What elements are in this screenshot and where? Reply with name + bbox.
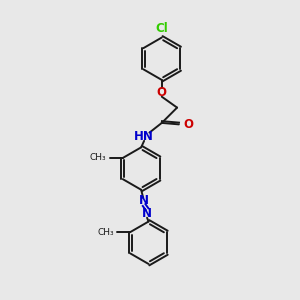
Text: O: O [157, 86, 167, 99]
Text: N: N [139, 194, 149, 207]
Text: O: O [183, 118, 193, 131]
Text: HN: HN [134, 130, 154, 143]
Text: CH₃: CH₃ [97, 228, 114, 237]
Text: CH₃: CH₃ [90, 153, 106, 162]
Text: Cl: Cl [155, 22, 168, 35]
Text: N: N [142, 207, 152, 220]
